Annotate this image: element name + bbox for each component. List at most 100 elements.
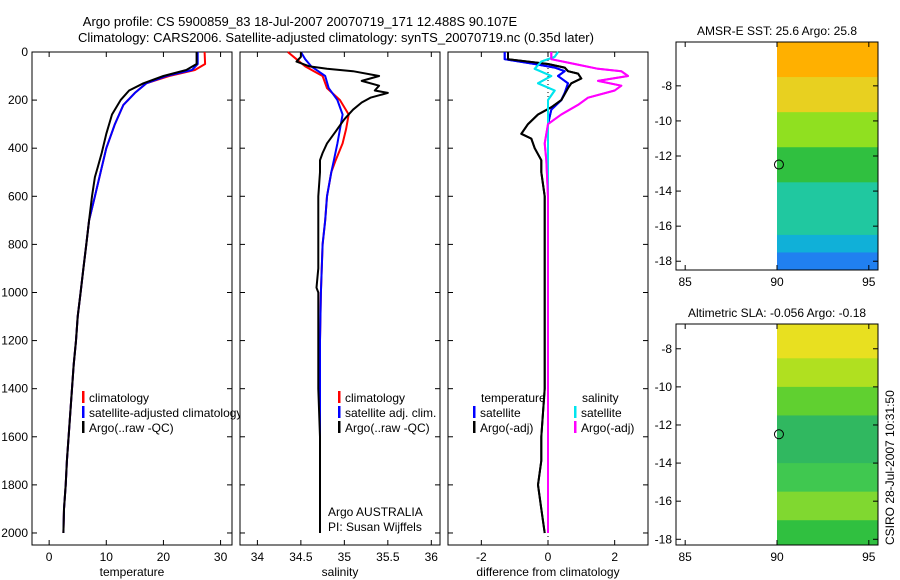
legend-label: Argo(-adj) (480, 421, 533, 435)
legend-swatch (473, 406, 476, 418)
map-color-band (777, 520, 878, 546)
legend-swatch (574, 406, 577, 418)
figure-title-line1: Argo profile: CS 5900859_83 18-Jul-2007 … (83, 14, 518, 29)
argo-position-marker (773, 429, 784, 440)
annotation-text: PI: Susan Wijffels (328, 520, 422, 534)
map-color-band (777, 491, 878, 521)
x-tick-label: 35.5 (376, 550, 400, 564)
legend-label: Argo(-adj) (581, 421, 634, 435)
y-tick-label: 600 (8, 189, 28, 203)
legend-swatch (338, 391, 341, 403)
figure-title-line2: Climatology: CARS2006. Satellite-adjuste… (78, 30, 594, 45)
series-line (543, 52, 629, 533)
y-tick-label: -14 (655, 456, 673, 470)
x-axis-label: salinity (322, 565, 359, 579)
legend-label: climatology (89, 391, 149, 405)
y-tick-label: -8 (661, 79, 672, 93)
annotation-text: Argo AUSTRALIA (328, 505, 423, 519)
x-tick-label: 30 (214, 550, 228, 564)
x-tick-label: 95 (862, 275, 876, 289)
x-axis-label: difference from climatology (476, 565, 619, 579)
y-tick-label: 0 (21, 45, 28, 59)
x-tick-label: 2 (611, 550, 618, 564)
x-tick-label: 85 (679, 275, 693, 289)
y-tick-label: 2000 (1, 526, 28, 540)
y-tick-label: -18 (655, 532, 673, 546)
map-color-band (777, 324, 878, 359)
legend-swatch (473, 421, 476, 433)
map-color-band (777, 386, 878, 416)
x-tick-label: 34.5 (289, 550, 313, 564)
legend-label: satellite (581, 406, 622, 420)
legend-group-title: salinity (582, 391, 619, 405)
x-tick-label: -2 (476, 550, 487, 564)
axes-frame (31, 51, 233, 546)
map-title: Altimetric SLA: -0.056 Argo: -0.18 (688, 306, 866, 320)
y-tick-label: 1600 (1, 430, 28, 444)
y-tick-label: 1400 (1, 382, 28, 396)
series-line (300, 51, 344, 533)
legend-swatch (82, 406, 85, 418)
map-color-band (777, 415, 878, 464)
x-tick-label: 90 (770, 550, 784, 564)
x-tick-label: 36 (425, 550, 439, 564)
plots-group: 0 10 20 30020040060080010001200140016001800… (1, 24, 879, 579)
y-tick-label: -8 (661, 342, 672, 356)
legend-group-title: temperature (481, 391, 546, 405)
panel-salinity: 34 34.5 35 35.5 36 salinity climatologysatelli… (239, 51, 441, 579)
map-title: AMSR-E SST: 25.6 Argo: 25.8 (697, 24, 857, 38)
legend-label: satellite adj. clim. (345, 406, 436, 420)
x-tick-label: 0 (545, 550, 552, 564)
series-line (62, 52, 198, 534)
y-tick-label: -14 (655, 184, 673, 198)
series-line (507, 52, 583, 534)
legend-label: satellite-adjusted climatology (89, 406, 242, 420)
map-amsr-sst-map: AMSR-E SST: 25.6 Argo: 25.8 85 90 95 -8 -10 -1… (655, 24, 879, 289)
x-tick-label: 10 (100, 550, 114, 564)
x-tick-label: 34 (251, 550, 265, 564)
legend-swatch (82, 391, 85, 403)
y-tick-label: -12 (655, 149, 673, 163)
x-tick-label: 85 (679, 550, 693, 564)
legend-swatch (82, 421, 85, 433)
legend-swatch (574, 421, 577, 433)
map-color-band (777, 358, 878, 388)
y-tick-label: -16 (655, 494, 673, 508)
legend-label: Argo(..raw -QC) (345, 421, 430, 435)
y-tick-label: -10 (655, 380, 673, 394)
y-tick-label: -16 (655, 219, 673, 233)
map-color-band (777, 463, 878, 493)
x-tick-label: 35 (338, 550, 352, 564)
map-color-band (777, 77, 878, 113)
map-color-band (777, 147, 878, 183)
legend-swatch (338, 406, 341, 418)
x-axis-label: temperature (100, 565, 165, 579)
map-color-band (777, 182, 878, 236)
y-tick-label: 800 (8, 237, 28, 251)
x-tick-label: 0 (46, 550, 53, 564)
map-color-band (777, 234, 878, 253)
y-tick-label: 200 (8, 93, 28, 107)
legend-label: satellite (480, 406, 521, 420)
y-tick-label: 400 (8, 141, 28, 155)
argo-position-marker (773, 159, 784, 170)
map-color-band (777, 112, 878, 148)
x-tick-label: 95 (862, 550, 876, 564)
map-color-band (777, 42, 878, 78)
y-tick-label: -12 (655, 418, 673, 432)
x-tick-label: 90 (770, 275, 784, 289)
y-tick-label: 1000 (1, 285, 28, 299)
legend-label: Argo(..raw -QC) (89, 421, 174, 435)
legend-swatch (338, 421, 341, 433)
map-altimetric-sla-map: Altimetric SLA: -0.056 Argo: -0.18 85 90 95… (655, 306, 879, 564)
y-tick-label: -18 (655, 254, 673, 268)
x-tick-label: 20 (157, 550, 171, 564)
side-timestamp-label: CSIRO 28-Jul-2007 10:31:50 (883, 390, 897, 545)
y-tick-label: 1800 (1, 478, 28, 492)
y-tick-label: -10 (655, 114, 673, 128)
panel-temperature: 0 10 20 30 0 200 400 600 800 1000 1200 1400 1600 1800… (1, 45, 242, 579)
series-line (295, 52, 389, 533)
y-tick-label: 1200 (1, 334, 28, 348)
